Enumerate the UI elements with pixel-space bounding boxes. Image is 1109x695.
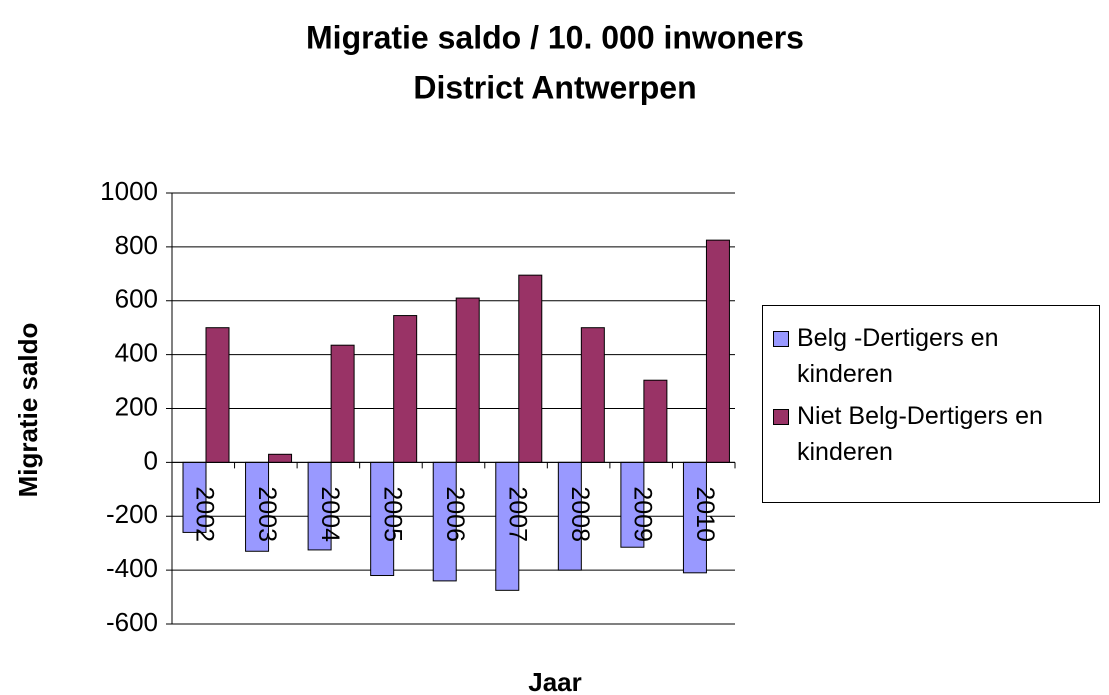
y-tick-label: 200 — [115, 391, 158, 421]
y-tick-label: 800 — [115, 230, 158, 260]
chart-subtitle: District Antwerpen — [413, 69, 696, 105]
x-tick-label: 2005 — [378, 486, 406, 542]
x-tick-label: 2009 — [629, 486, 657, 542]
legend: Belg -Dertigers en kinderen Niet Belg-Der… — [762, 305, 1100, 503]
y-tick-label: -200 — [106, 499, 158, 529]
bar — [518, 274, 543, 463]
x-tick-label: 2004 — [316, 486, 344, 542]
legend-entry: Belg -Dertigers en kinderen — [773, 320, 1099, 392]
chart-title: Migratie saldo / 10. 000 inwoners — [306, 19, 804, 55]
y-tick-label: -600 — [106, 607, 158, 637]
y-tick-label: 400 — [115, 338, 158, 368]
legend-label: Belg -Dertigers en kinderen — [797, 324, 999, 388]
y-axis-label: Migratie saldo — [13, 323, 43, 498]
legend-label: Niet Belg-Dertigers en kinderen — [797, 402, 1043, 466]
bar — [393, 315, 418, 463]
x-tick-label: 2002 — [191, 486, 219, 542]
x-tick-label: 2007 — [503, 486, 531, 542]
y-tick-label: 1000 — [100, 176, 158, 206]
bar — [455, 297, 480, 463]
bar — [580, 327, 605, 463]
x-tick-label: 2003 — [253, 486, 281, 542]
y-tick-label: 600 — [115, 284, 158, 314]
x-tick-label: 2010 — [691, 486, 719, 542]
x-axis-label: Jaar — [528, 667, 582, 695]
legend-swatch — [773, 409, 789, 425]
y-tick-label: 0 — [144, 445, 158, 475]
x-tick-label: 2006 — [441, 486, 469, 542]
legend-swatch — [773, 331, 789, 347]
x-tick-label: 2008 — [566, 486, 594, 542]
bar — [330, 344, 355, 463]
bar — [268, 453, 293, 463]
bar — [643, 379, 668, 463]
bar — [205, 327, 230, 463]
legend-entry: Niet Belg-Dertigers en kinderen — [773, 398, 1099, 470]
y-tick-label: -400 — [106, 553, 158, 583]
bar — [705, 239, 730, 463]
